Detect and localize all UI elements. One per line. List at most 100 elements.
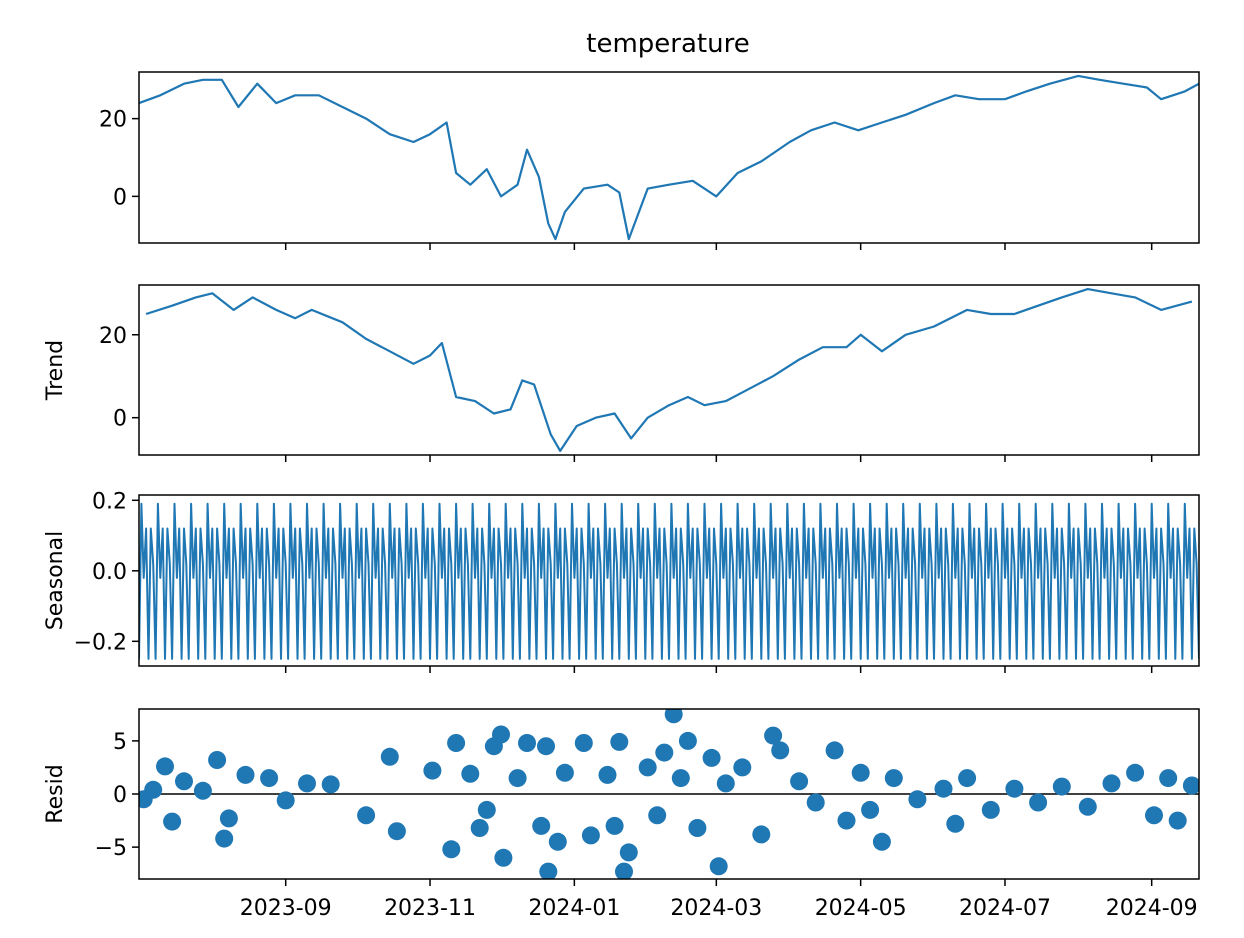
figure-title: temperature	[586, 29, 749, 59]
resid-point	[555, 763, 574, 782]
resid-point	[825, 741, 844, 760]
resid-point	[1168, 811, 1187, 830]
resid-point	[619, 843, 638, 862]
resid-point	[236, 765, 255, 784]
x-tick-label: 2023-09	[240, 896, 332, 921]
resid-point	[752, 825, 771, 844]
resid-point	[837, 811, 856, 830]
x-tick-label: 2023-11	[384, 896, 476, 921]
resid-point	[442, 840, 461, 859]
resid-point	[638, 758, 657, 777]
resid-point	[790, 772, 809, 791]
x-tick-label: 2024-03	[670, 896, 762, 921]
resid-point	[648, 806, 667, 825]
series-line-observed	[139, 74, 1199, 241]
resid-point	[215, 829, 234, 848]
resid-point	[387, 822, 406, 841]
resid-point	[260, 769, 279, 788]
resid-point	[851, 763, 870, 782]
resid-point	[884, 769, 903, 788]
resid-point	[702, 748, 721, 767]
panel-observed: 0 20	[99, 71, 1200, 250]
resid-point	[664, 709, 683, 724]
resid-point	[806, 793, 825, 812]
resid-point	[321, 775, 340, 794]
panel-data-seasonal	[139, 502, 1199, 660]
resid-point	[861, 800, 880, 819]
resid-point	[958, 769, 977, 788]
resid-point	[518, 734, 536, 752]
resid-point	[219, 809, 238, 828]
y-tick-label: 0.2	[92, 489, 127, 514]
resid-point	[461, 764, 480, 783]
y-tick-label: 0	[113, 783, 127, 808]
resid-point	[175, 772, 193, 791]
panel-resid: −5 0 5 Resid 2023-09 2023-11 2024-01 2024-03 202…	[43, 708, 1200, 921]
y-axis-label: Resid	[43, 764, 68, 823]
y-tick-label: 20	[99, 324, 127, 349]
panel-data-trend	[145, 288, 1193, 452]
y-axis-label: Trend	[43, 340, 68, 401]
x-tick-label: 2024-07	[959, 896, 1051, 921]
resid-point	[946, 814, 965, 833]
resid-point	[1145, 806, 1163, 825]
y-tick-label: −5	[95, 836, 127, 861]
resid-point	[1182, 776, 1199, 795]
resid-point	[298, 774, 316, 793]
resid-point	[872, 832, 891, 851]
resid-point	[981, 800, 1000, 819]
resid-point	[163, 812, 182, 831]
resid-point	[615, 862, 633, 879]
panel-data-resid	[139, 709, 1199, 879]
resid-point	[1102, 774, 1121, 793]
y-axis-label: Seasonal	[43, 531, 68, 630]
x-tick-label: 2024-09	[1106, 896, 1198, 921]
resid-point	[1052, 777, 1071, 796]
panel-frame	[138, 71, 1200, 244]
resid-point	[709, 857, 728, 876]
resid-point	[934, 779, 953, 798]
y-tick-label: −0.2	[74, 630, 127, 655]
y-tick-label: 5	[113, 730, 127, 755]
resid-point	[470, 819, 489, 837]
resid-point	[678, 731, 697, 750]
resid-point	[655, 743, 674, 762]
resid-point	[598, 765, 617, 784]
resid-point	[1029, 793, 1048, 812]
resid-point	[771, 741, 790, 760]
panel-frame	[138, 284, 1200, 456]
panel-trend: 0 20 Trend	[43, 284, 1200, 462]
resid-point	[193, 781, 212, 800]
resid-point	[610, 732, 629, 751]
resid-point	[1159, 769, 1178, 788]
resid-point	[156, 757, 174, 776]
y-tick-label: 0	[113, 407, 127, 432]
series-line-trend	[145, 288, 1193, 452]
resid-point	[477, 800, 496, 819]
resid-point	[447, 734, 466, 752]
resid-point	[532, 816, 551, 835]
resid-point	[144, 780, 163, 799]
panels-group: 0 20 0 20 Trend −0.2 0.0 0.2 Seasonal −5 0 5 Resid 20…	[43, 71, 1200, 921]
resid-point	[548, 832, 567, 851]
resid-point	[357, 806, 376, 825]
series-line-seasonal	[139, 502, 1199, 660]
resid-point	[380, 747, 399, 766]
resid-point	[671, 769, 690, 788]
resid-point	[494, 848, 513, 867]
y-tick-label: 20	[99, 108, 127, 133]
resid-point	[1126, 763, 1145, 782]
resid-point	[574, 734, 593, 752]
y-tick-label: 0	[113, 185, 127, 210]
resid-point	[688, 819, 707, 837]
panel-seasonal: −0.2 0.0 0.2 Seasonal	[43, 489, 1200, 673]
resid-point	[1005, 779, 1024, 798]
resid-point	[539, 862, 558, 879]
resid-point	[508, 769, 527, 788]
resid-point	[1078, 797, 1097, 816]
resid-point	[276, 791, 295, 810]
resid-point	[423, 761, 442, 780]
resid-point	[716, 774, 735, 793]
y-tick-label: 0.0	[92, 560, 127, 585]
resid-point	[208, 751, 227, 769]
